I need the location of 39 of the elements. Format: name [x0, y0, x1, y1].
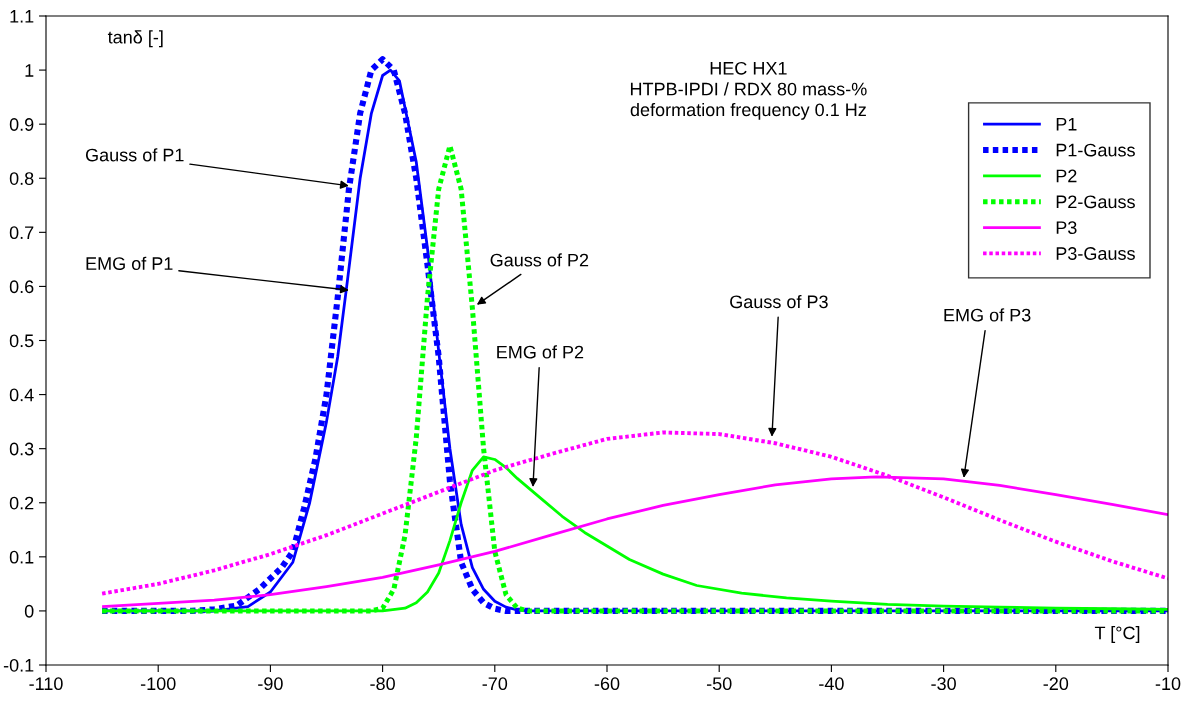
y-tick-label: 1.1: [10, 10, 34, 23]
annotation: EMG of P2: [497, 345, 584, 359]
y-axis-title: tanδ [-]: [107, 30, 163, 48]
annotation: EMG of P1: [86, 256, 173, 270]
x-axis-title: T [°C]: [1094, 626, 1140, 643]
annotation: EMG of P3: [944, 308, 1031, 322]
y-tick-label: 1: [25, 64, 34, 77]
x-tick-label: -100: [140, 677, 176, 691]
x-tick-label: -90: [258, 677, 283, 691]
x-tick-label: -10: [1155, 677, 1181, 691]
y-tick-label: 0.6: [9, 280, 34, 294]
y-tick-label: 0.9: [9, 118, 34, 131]
legend-label: P1-Gauss: [1056, 143, 1135, 157]
y-tick-label: 0.1: [9, 550, 34, 564]
x-tick-label: -60: [594, 677, 620, 691]
annotation: Gauss of P1: [85, 148, 184, 162]
y-tick-label: 0.2: [9, 496, 34, 510]
annotation: Gauss of P3: [730, 294, 828, 309]
x-tick-label: -80: [370, 677, 395, 691]
y-tick-label: 0: [24, 604, 34, 618]
y-tick-label: 0.8: [9, 172, 34, 185]
x-tick-label: -50: [706, 677, 732, 691]
legend-label: P2: [1056, 169, 1077, 183]
x-tick-label: -110: [29, 677, 63, 691]
legend-label: P3-Gauss: [1056, 247, 1135, 260]
x-tick-label: -70: [482, 677, 508, 691]
annotation: HEC HX1 HTPB-IPDI / RDX 80 mass-% deformation frequency 0.1 Hz: [630, 61, 867, 120]
y-tick-label: 0.5: [9, 334, 34, 348]
legend-label: P2-Gauss: [1056, 195, 1135, 209]
y-tick-label: 0.3: [9, 442, 34, 456]
legend-label: P1: [1056, 118, 1077, 131]
y-tick-label: -0.1: [3, 658, 34, 672]
y-tick-label: 0.4: [9, 388, 34, 402]
x-tick-label: -20: [1043, 677, 1069, 691]
y-tick-label: 0.7: [9, 226, 34, 240]
legend-label: P3: [1056, 221, 1077, 235]
x-tick-label: -40: [819, 677, 844, 691]
annotation: Gauss of P2: [490, 253, 589, 267]
x-tick-label: -30: [931, 677, 956, 691]
